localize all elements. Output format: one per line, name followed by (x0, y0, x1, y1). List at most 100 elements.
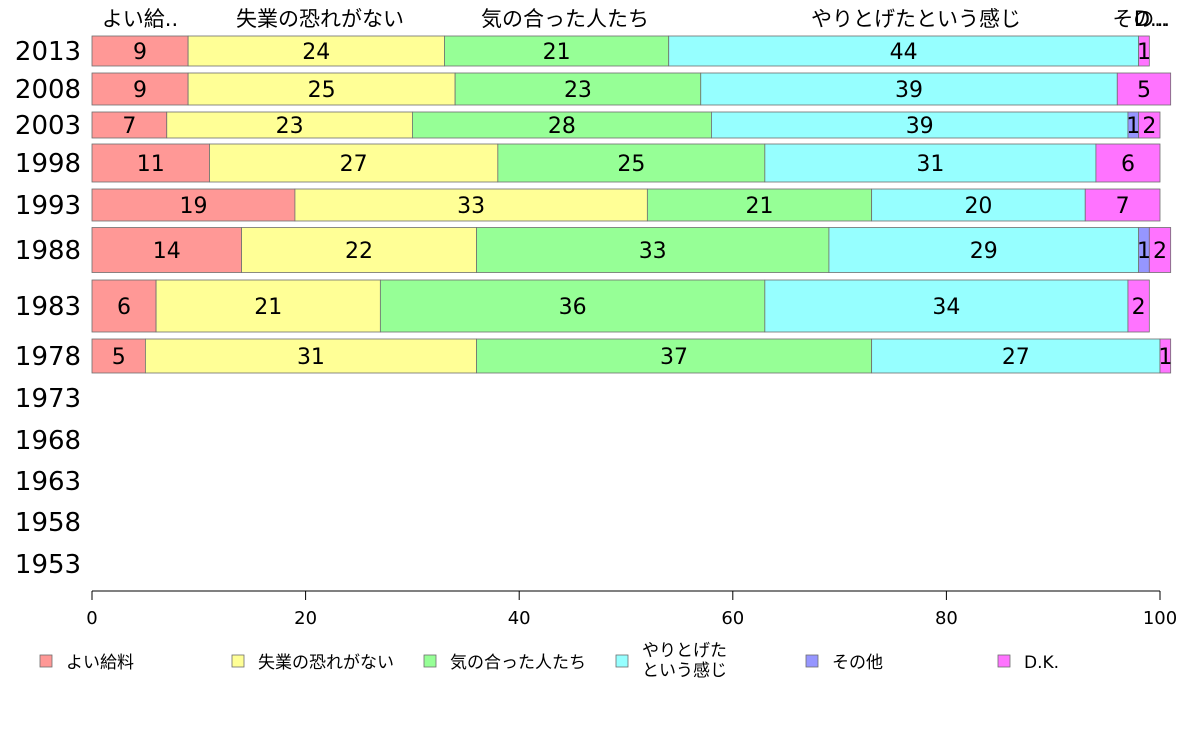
data-label: 14 (153, 239, 181, 264)
bar-segment (1127, 279, 1150, 333)
bar-segment (379, 279, 766, 333)
data-label: 21 (254, 295, 282, 320)
data-label: 2 (1132, 295, 1146, 320)
y-tick-label: 1998 (15, 149, 81, 179)
x-tick-label: 100 (1143, 608, 1177, 629)
data-label: 5 (112, 345, 126, 370)
bar-segment (871, 188, 1086, 222)
bar-segment (166, 111, 413, 139)
data-label: 23 (276, 114, 304, 139)
bar-segment (91, 143, 210, 183)
data-label: 11 (137, 152, 165, 177)
legend-label: D.K. (1024, 653, 1059, 673)
bar-row-2008: 9 25 23 39 5 (91, 72, 1172, 106)
data-label: 39 (895, 78, 923, 103)
bar-segment (476, 338, 873, 374)
bar-segment (91, 227, 242, 273)
data-label: 1 (1137, 239, 1151, 264)
bar-row-1978: 5 31 37 27 1 (91, 338, 1172, 374)
data-label: 20 (964, 194, 992, 219)
bar-row-2013: 9 24 21 44 1 (91, 35, 1151, 67)
data-label: 23 (564, 78, 592, 103)
bar-segment (1116, 72, 1172, 106)
bar-segment (1095, 143, 1161, 183)
legend-item: 失業の恐れがない (231, 653, 394, 673)
data-label: 27 (1002, 345, 1030, 370)
legend-swatch (615, 654, 629, 668)
legend-swatch (39, 654, 53, 668)
bar-segment (144, 338, 477, 374)
column-header: その.. (1112, 7, 1167, 31)
y-tick-label: 1993 (15, 191, 81, 221)
data-label: 39 (906, 114, 934, 139)
data-label: 1 (1126, 114, 1140, 139)
bar-segment (91, 188, 296, 222)
data-label: 7 (1116, 194, 1130, 219)
legend-label: その他 (832, 653, 883, 673)
column-header: よい給.. (102, 7, 178, 31)
y-tick-label: 1953 (15, 550, 81, 580)
bar-segment (155, 279, 381, 333)
bar-segment (294, 188, 648, 222)
legend-swatch (231, 654, 245, 668)
data-label: 31 (297, 345, 325, 370)
bar-segment (454, 72, 702, 106)
bar-segment (1159, 338, 1172, 374)
bar-row-1998: 11 27 25 31 6 (91, 143, 1161, 183)
y-tick-label: 2008 (15, 75, 81, 105)
data-label: 7 (122, 114, 136, 139)
bar-segment (828, 227, 1140, 273)
y-tick-label: 1983 (15, 292, 81, 322)
bar-segment (411, 111, 712, 139)
column-header: やりとげたという感じ (811, 7, 1021, 31)
x-tick-label: 80 (935, 608, 958, 629)
data-label: 36 (559, 295, 587, 320)
column-header: 失業の恐れがない (236, 7, 404, 31)
bar-segment (209, 143, 499, 183)
bar-segment (91, 279, 157, 333)
data-label: 34 (932, 295, 960, 320)
data-label: 19 (179, 194, 207, 219)
bar-segment (476, 227, 830, 273)
data-label: 21 (746, 194, 774, 219)
bar-segment (444, 35, 670, 67)
bar-segment (1138, 35, 1150, 67)
bar-row-1983: 6 21 36 34 2 (91, 279, 1150, 333)
data-label: 31 (916, 152, 944, 177)
y-axis: 2013 2008 2003 1998 1993 1988 1983 1978 1973 1968… (15, 37, 81, 580)
bar-segment (187, 72, 456, 106)
legend-item: 気の合った人たち (423, 653, 586, 673)
data-label: 29 (970, 239, 998, 264)
y-tick-label: 1988 (15, 236, 81, 266)
data-label: 2 (1153, 239, 1167, 264)
y-tick-label: 1978 (15, 342, 81, 372)
legend-label: やりとげたという感じ (642, 641, 727, 681)
data-label: 33 (639, 239, 667, 264)
bar-segment (241, 227, 477, 273)
x-tick-label: 0 (86, 608, 97, 629)
y-tick-label: 2003 (15, 111, 81, 141)
column-header: 気の合った人たち (481, 7, 649, 31)
data-label: 44 (890, 40, 918, 65)
data-label: 9 (133, 78, 147, 103)
x-tick-label: 40 (508, 608, 531, 629)
data-label: 33 (457, 194, 485, 219)
bar-segment (91, 338, 146, 374)
bar-row-2003: 7 23 28 39 1 2 (91, 111, 1161, 139)
bar-segment (668, 35, 1140, 67)
legend-item: D.K. (997, 653, 1059, 673)
data-label: 27 (340, 152, 368, 177)
data-label: 22 (345, 239, 373, 264)
data-label: 1 (1137, 40, 1151, 65)
legend-item: よい給料 (39, 653, 134, 673)
bar-segment (1084, 188, 1161, 222)
data-label: 24 (302, 40, 330, 65)
bar-row-1988: 14 22 33 29 1 2 (91, 227, 1172, 273)
x-tick-label: 20 (294, 608, 317, 629)
legend-label: よい給料 (66, 653, 134, 673)
data-label: 25 (308, 78, 336, 103)
legend-label: 失業の恐れがない (258, 653, 394, 673)
data-label: 6 (1121, 152, 1135, 177)
y-tick-label: 1968 (15, 426, 81, 456)
